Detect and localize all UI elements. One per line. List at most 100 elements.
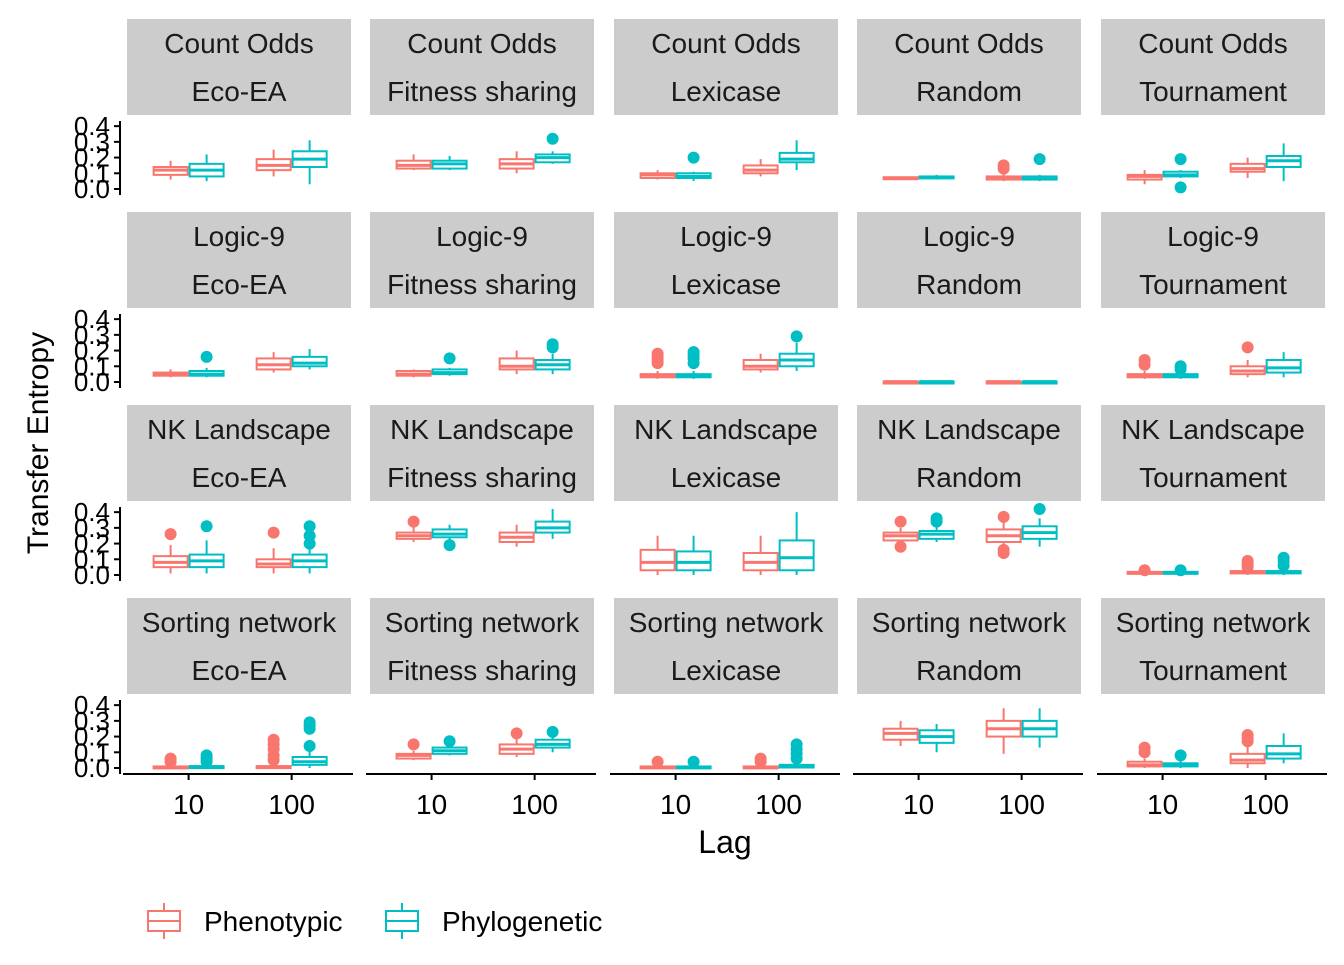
- strip-bottom: [857, 453, 1081, 501]
- phyl-outlier: [790, 330, 803, 343]
- strip-bottom: [127, 646, 351, 694]
- y-tick-label: 0.2: [74, 336, 110, 366]
- strip-col-label: Fitness sharing: [387, 76, 577, 107]
- phen-outlier: [407, 515, 420, 528]
- strip-row-label: Count Odds: [164, 28, 313, 59]
- strip-row-label: Logic-9: [193, 221, 285, 252]
- phen-outlier: [267, 526, 280, 539]
- x-tick-label: 10: [173, 789, 204, 820]
- y-tick-label: 0.3: [74, 513, 110, 543]
- strip-bottom: [1101, 67, 1325, 115]
- phyl-outlier: [303, 529, 316, 542]
- strip-col-label: Tournament: [1139, 462, 1287, 493]
- x-tick-label: 100: [998, 789, 1045, 820]
- phyl-outlier: [1033, 503, 1046, 515]
- strip-row-label: Sorting network: [385, 607, 581, 638]
- strip-col-label: Fitness sharing: [387, 462, 577, 493]
- phyl-outlier: [687, 151, 700, 164]
- strip-row-label: Count Odds: [651, 28, 800, 59]
- phyl-outlier: [200, 350, 213, 363]
- x-tick-label: 10: [660, 789, 691, 820]
- strip-col-label: Lexicase: [671, 76, 782, 107]
- strip-row-label: Sorting network: [1116, 607, 1312, 638]
- phyl-outlier: [1174, 181, 1187, 194]
- strip-row-label: NK Landscape: [877, 414, 1061, 445]
- phyl-outlier: [200, 749, 213, 762]
- phen-outlier: [754, 752, 767, 765]
- y-tick-label: 0.3: [74, 127, 110, 157]
- phyl-outlier: [443, 539, 456, 552]
- phen-outlier: [1138, 354, 1151, 366]
- y-tick-label: 0.1: [74, 737, 110, 767]
- strip-bottom: [370, 260, 594, 308]
- phen-outlier: [267, 733, 280, 746]
- phyl-outlier: [1174, 749, 1187, 762]
- phyl-outlier: [443, 352, 456, 365]
- phen-outlier: [651, 347, 664, 360]
- strip-top: [1101, 19, 1325, 67]
- phyl-outlier: [200, 520, 213, 533]
- phyl-outlier: [687, 755, 700, 768]
- strip-bottom: [614, 453, 838, 501]
- strip-top: [857, 598, 1081, 646]
- strip-bottom: [370, 646, 594, 694]
- strip-row-label: Logic-9: [680, 221, 772, 252]
- strip-bottom: [857, 260, 1081, 308]
- phen-outlier: [997, 159, 1010, 172]
- strip-bottom: [1101, 260, 1325, 308]
- phen-outlier: [164, 528, 177, 541]
- phen-box: [742, 359, 779, 371]
- strip-top: [370, 212, 594, 260]
- strip-row-label: Logic-9: [1167, 221, 1259, 252]
- strip-bottom: [614, 646, 838, 694]
- y-tick-label: 0.3: [74, 320, 110, 350]
- strip-col-label: Eco-EA: [192, 269, 287, 300]
- strip-col-label: Eco-EA: [192, 655, 287, 686]
- phen-outlier: [1138, 741, 1151, 754]
- y-tick-label: 0.4: [74, 497, 110, 527]
- strip-col-label: Fitness sharing: [387, 269, 577, 300]
- phyl-outlier: [546, 338, 559, 351]
- strip-col-label: Tournament: [1139, 269, 1287, 300]
- phyl-outlier: [546, 132, 559, 145]
- strip-col-label: Tournament: [1139, 655, 1287, 686]
- y-tick-label: 0.2: [74, 722, 110, 752]
- strip-top: [614, 19, 838, 67]
- strip-top: [370, 598, 594, 646]
- strip-top: [370, 405, 594, 453]
- phyl-outlier: [303, 740, 316, 752]
- phyl-outlier: [1033, 153, 1046, 166]
- y-axis-title: Transfer Entropy: [22, 332, 55, 554]
- phyl-outlier: [303, 520, 316, 533]
- strip-top: [127, 19, 351, 67]
- strip-bottom: [370, 67, 594, 115]
- phen-outlier: [651, 755, 664, 768]
- phyl-outlier: [1174, 153, 1187, 166]
- y-tick-label: 0.1: [74, 158, 110, 188]
- y-tick-label: 0.4: [74, 690, 110, 720]
- strip-top: [614, 598, 838, 646]
- x-tick-label: 100: [511, 789, 558, 820]
- strip-top: [857, 212, 1081, 260]
- phyl-box: [675, 550, 712, 572]
- strip-col-label: Random: [916, 76, 1022, 107]
- strip-col-label: Eco-EA: [192, 462, 287, 493]
- strip-row-label: Sorting network: [629, 607, 825, 638]
- phen-outlier: [894, 540, 907, 553]
- x-tick-label: 100: [755, 789, 802, 820]
- strip-top: [1101, 405, 1325, 453]
- phyl-box: [778, 539, 815, 572]
- phen-box: [498, 357, 535, 371]
- strip-bottom: [1101, 453, 1325, 501]
- strip-row-label: Sorting network: [142, 607, 338, 638]
- y-tick-label: 0.0: [74, 560, 110, 590]
- strip-row-label: Logic-9: [923, 221, 1015, 252]
- strip-row-label: Count Odds: [894, 28, 1043, 59]
- strip-row-label: Count Odds: [407, 28, 556, 59]
- phen-box: [1229, 752, 1266, 765]
- phen-box: [639, 548, 676, 572]
- strip-row-label: NK Landscape: [1121, 414, 1305, 445]
- y-tick-label: 0.2: [74, 143, 110, 173]
- y-tick-label: 0.1: [74, 544, 110, 574]
- strip-top: [127, 405, 351, 453]
